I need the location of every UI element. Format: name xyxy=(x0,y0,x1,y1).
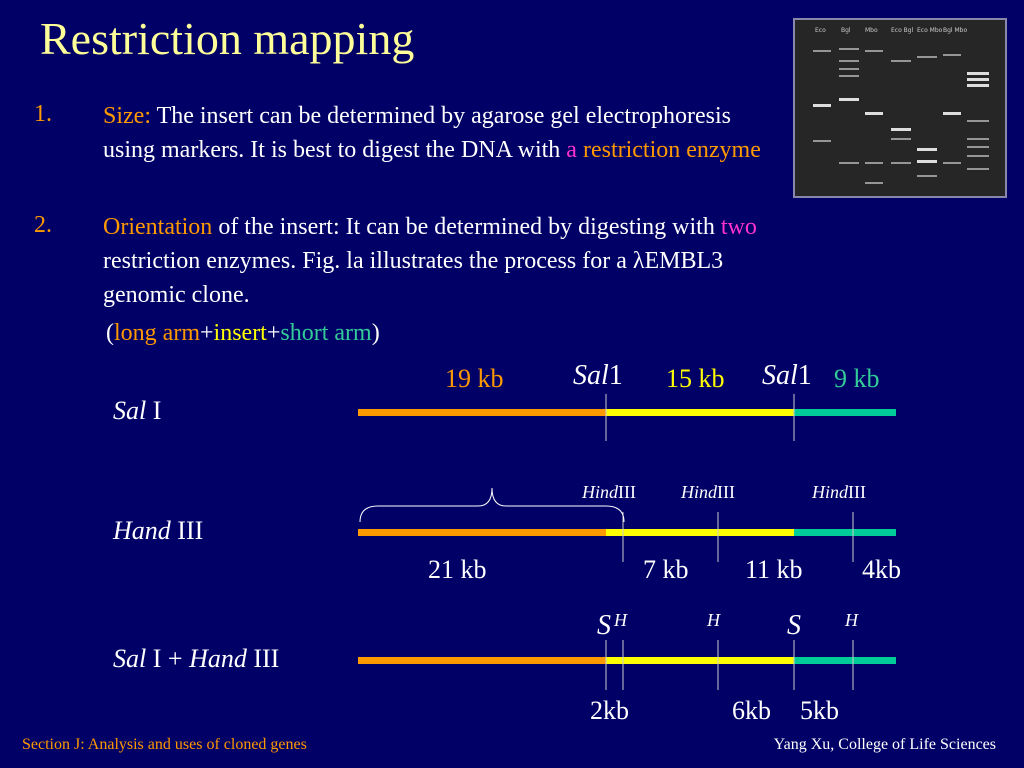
row-label-rest: III xyxy=(170,516,204,545)
site-italic: Hind xyxy=(582,482,618,502)
row-label-italic: Hand xyxy=(189,644,247,673)
hind-site-label: HindIII xyxy=(681,482,735,503)
h-site-label: H xyxy=(707,610,720,631)
segment-7kb: 7 kb xyxy=(643,555,689,584)
s-site-label: S xyxy=(787,610,801,642)
size-text: The insert can be determined by agarose … xyxy=(103,103,731,163)
row-label-sal: Sal I xyxy=(113,396,161,426)
segment-15kb: 15 kb xyxy=(666,364,725,393)
gel-lane-label: Mbo xyxy=(865,27,878,34)
site-s: S xyxy=(597,610,611,641)
hind-site-label: HindIII xyxy=(812,482,866,503)
site-rest: III xyxy=(848,482,866,502)
gel-lane-label: Eco Bgl xyxy=(891,27,914,34)
segment-9kb: 9 kb xyxy=(834,364,880,393)
site-rest: III xyxy=(618,482,636,502)
long-arm-bar xyxy=(358,657,606,664)
slide-title: Restriction mapping xyxy=(40,13,415,64)
s-site-label: S xyxy=(597,610,611,642)
site-s: S xyxy=(787,610,801,641)
site-rest: 1 xyxy=(608,360,623,391)
gel-image: Eco Bgl Mbo Eco Bgl Eco Mbo Bgl Mbo xyxy=(795,20,1005,196)
orientation-text: of the insert: It can be determined by d… xyxy=(212,214,721,240)
segment-19kb: 19 kb xyxy=(445,364,504,393)
gel-lane-label: Eco Mbo xyxy=(917,27,943,34)
site-h: H xyxy=(845,610,858,630)
size-highlight-enzyme: restriction enzyme xyxy=(582,137,761,163)
footer-left: Section J: Analysis and uses of cloned g… xyxy=(22,736,307,753)
row-label-sal-hand: Sal I + Hand III xyxy=(113,644,279,674)
long-arm-label: long arm xyxy=(114,320,200,346)
short-arm-bar xyxy=(794,529,896,536)
segment-6kb: 6kb xyxy=(732,696,771,725)
gel-lane-label: Bgl Mbo xyxy=(943,27,967,34)
paren-open: ( xyxy=(106,320,114,346)
long-arm-bar xyxy=(358,529,606,536)
row-label-rest: I xyxy=(146,396,162,425)
sal-site-label: Sal1 xyxy=(573,360,623,392)
footer-right: Yang Xu, College of Life Sciences xyxy=(773,736,996,753)
insert-bar xyxy=(606,409,794,416)
h-site-label: H xyxy=(614,610,627,631)
gel-photo: Eco Bgl Mbo Eco Bgl Eco Mbo Bgl Mbo xyxy=(793,18,1007,198)
segment-5kb: 5kb xyxy=(800,696,839,725)
keyword-size: Size: xyxy=(103,103,151,129)
short-arm-label: short arm xyxy=(280,320,372,346)
size-highlight-a: a xyxy=(566,137,577,163)
plus-sign: + xyxy=(199,320,214,346)
row-label-mid: I + xyxy=(146,644,190,673)
insert-label: insert xyxy=(213,320,267,346)
plus-sign: + xyxy=(266,320,281,346)
row-label-rest: III xyxy=(246,644,280,673)
list-number-1: 1. xyxy=(34,101,52,127)
insert-bar xyxy=(606,657,794,664)
site-italic: Sal xyxy=(762,360,798,391)
list-item-size: Size: The insert can be determined by ag… xyxy=(103,99,773,167)
long-arm-bar xyxy=(358,409,606,416)
site-rest: III xyxy=(717,482,735,502)
site-italic: Hind xyxy=(681,482,717,502)
gel-lane-label: Eco xyxy=(815,27,826,34)
segment-4kb: 4kb xyxy=(862,555,901,584)
sal-site-label: Sal1 xyxy=(762,360,812,392)
site-h: H xyxy=(614,610,627,630)
orientation-highlight-two: two xyxy=(720,214,757,240)
short-arm-bar xyxy=(794,409,896,416)
segment-11kb: 11 kb xyxy=(745,555,803,584)
row-label-italic: Sal xyxy=(113,396,147,425)
site-rest: 1 xyxy=(797,360,812,391)
row-label-italic: Sal xyxy=(113,644,147,673)
row-label-hand: Hand III xyxy=(113,516,203,546)
list-number-2: 2. xyxy=(34,212,52,238)
site-h: H xyxy=(707,610,720,630)
site-italic: Hind xyxy=(812,482,848,502)
keyword-orientation: Orientation xyxy=(103,214,213,240)
orientation-text-2: restriction enzymes. Fig. la illustrates… xyxy=(103,248,724,308)
arm-legend: (long arm+insert+short arm) xyxy=(106,316,380,350)
h-site-label: H xyxy=(845,610,858,631)
short-arm-bar xyxy=(794,657,896,664)
row-label-italic: Hand xyxy=(113,516,171,545)
segment-2kb: 2kb xyxy=(590,696,629,725)
brace xyxy=(359,487,625,523)
segment-21kb: 21 kb xyxy=(428,555,487,584)
gel-lane-label: Bgl xyxy=(841,27,851,34)
insert-bar xyxy=(606,529,794,536)
site-italic: Sal xyxy=(573,360,609,391)
hind-site-label: HindIII xyxy=(582,482,636,503)
paren-close: ) xyxy=(371,320,380,346)
list-item-orientation: Orientation of the insert: It can be det… xyxy=(103,210,783,312)
